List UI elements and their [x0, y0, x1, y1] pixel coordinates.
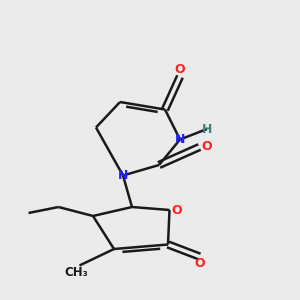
Text: CH₃: CH₃ [64, 266, 88, 279]
Text: O: O [194, 256, 205, 270]
Text: O: O [172, 203, 182, 217]
Text: H: H [202, 122, 212, 136]
Text: N: N [118, 169, 128, 182]
Text: O: O [175, 63, 185, 76]
Text: O: O [202, 140, 212, 154]
Text: N: N [175, 133, 185, 146]
